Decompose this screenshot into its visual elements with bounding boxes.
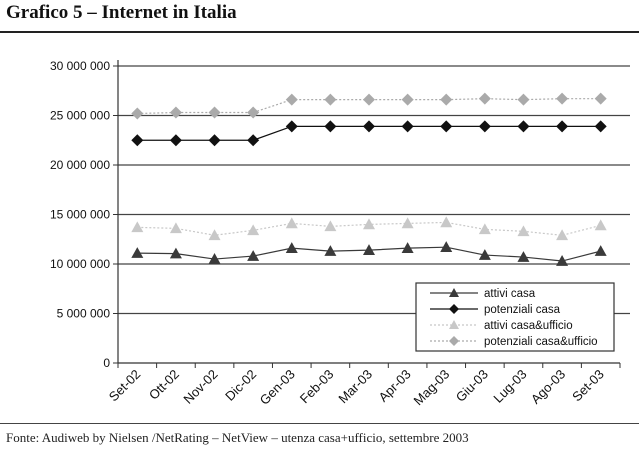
x-tick-label: Giu-03 — [453, 367, 491, 405]
data-point — [556, 229, 569, 241]
data-point — [208, 106, 221, 119]
x-tick-label: Apr-03 — [376, 367, 414, 405]
x-tick-label: Set-02 — [106, 367, 144, 405]
series-group — [131, 92, 607, 266]
data-point — [401, 242, 414, 253]
legend-label: attivi casa&ufficio — [484, 320, 573, 332]
data-point — [363, 93, 375, 106]
data-point — [401, 93, 414, 106]
x-tick-label: Mar-03 — [335, 367, 375, 407]
source-note: Fonte: Audiweb by Nielsen /NetRating – N… — [6, 430, 469, 445]
data-point — [169, 247, 182, 259]
top-rule — [0, 31, 639, 33]
data-point — [594, 245, 607, 256]
data-point — [131, 221, 144, 233]
data-point — [517, 251, 530, 262]
data-point — [556, 120, 569, 133]
y-tick-labels: 0 5 000 000 10 000 000 15 000 000 20 000 000… — [50, 59, 110, 370]
bottom-rule — [0, 423, 639, 424]
data-point — [131, 247, 144, 258]
legend: attivi casa potenziali casa attivi casa&uf… — [415, 282, 615, 352]
legend-marker — [449, 288, 459, 297]
y-tick-label: 0 — [103, 356, 110, 370]
data-point — [440, 216, 453, 228]
data-point — [440, 93, 453, 106]
legend-box — [415, 282, 615, 352]
y-tick-label: 5 000 000 — [57, 307, 111, 321]
chart-title: Grafico 5 – Internet in Italia — [6, 2, 237, 23]
x-tick-label: Feb-03 — [297, 367, 337, 407]
legend-marker — [449, 336, 459, 346]
data-point — [556, 92, 569, 105]
legend-marker — [449, 304, 459, 314]
series-attivi-casa-ufficio — [131, 216, 607, 241]
data-point — [478, 120, 491, 133]
series-potenziali-casa-ufficio — [131, 92, 607, 120]
y-tick-label: 25 000 000 — [50, 109, 110, 123]
data-point — [517, 93, 530, 106]
data-point — [247, 224, 260, 236]
x-tick-label: Ott-02 — [146, 367, 182, 403]
data-point — [363, 120, 375, 133]
data-point — [208, 134, 221, 147]
axes — [113, 60, 621, 368]
data-point — [169, 134, 182, 147]
grid-lines — [118, 65, 630, 315]
legend-label: potenziali casa&ufficio — [484, 336, 598, 348]
data-point — [285, 120, 298, 133]
data-point — [324, 220, 337, 232]
legend-marker — [449, 320, 459, 329]
data-point — [401, 217, 414, 229]
data-point — [517, 225, 530, 237]
data-point — [478, 92, 491, 105]
y-tick-label: 15 000 000 — [50, 208, 110, 222]
data-point — [169, 222, 182, 234]
data-point — [363, 244, 375, 255]
data-point — [247, 134, 260, 147]
data-point — [131, 134, 144, 147]
data-point — [517, 120, 530, 133]
data-point — [285, 242, 298, 253]
x-tick-label: Gen-03 — [257, 367, 298, 408]
data-point — [324, 245, 337, 256]
x-tick-label: Nov-02 — [180, 367, 220, 407]
data-point — [169, 106, 182, 119]
x-tick-label: Lug-03 — [490, 367, 529, 406]
data-point — [363, 218, 375, 230]
data-point — [247, 106, 260, 119]
data-point — [594, 120, 607, 133]
x-tick-label: Set-03 — [569, 367, 607, 405]
data-point — [208, 253, 221, 264]
data-point — [556, 255, 569, 266]
legend-label: attivi casa — [484, 288, 536, 300]
data-point — [440, 120, 453, 133]
data-point — [324, 93, 337, 106]
x-tick-label: Mag-03 — [411, 367, 453, 409]
y-tick-label: 20 000 000 — [50, 158, 110, 172]
data-point — [285, 93, 298, 106]
data-point — [594, 92, 607, 105]
data-point — [247, 250, 260, 261]
x-tick-label: Ago-03 — [528, 367, 568, 407]
data-point — [131, 107, 144, 120]
data-point — [440, 241, 453, 252]
y-tick-label: 10 000 000 — [50, 257, 110, 271]
data-point — [324, 120, 337, 133]
data-point — [401, 120, 414, 133]
data-point — [208, 229, 221, 241]
data-point — [478, 249, 491, 260]
legend-label: potenziali casa — [484, 304, 561, 316]
data-point — [478, 223, 491, 235]
data-point — [594, 219, 607, 231]
y-tick-label: 30 000 000 — [50, 59, 110, 73]
x-tick-label: Dic-02 — [222, 367, 259, 404]
series-attivi-casa — [131, 241, 607, 266]
data-point — [285, 217, 298, 229]
series-potenziali-casa — [131, 120, 607, 147]
